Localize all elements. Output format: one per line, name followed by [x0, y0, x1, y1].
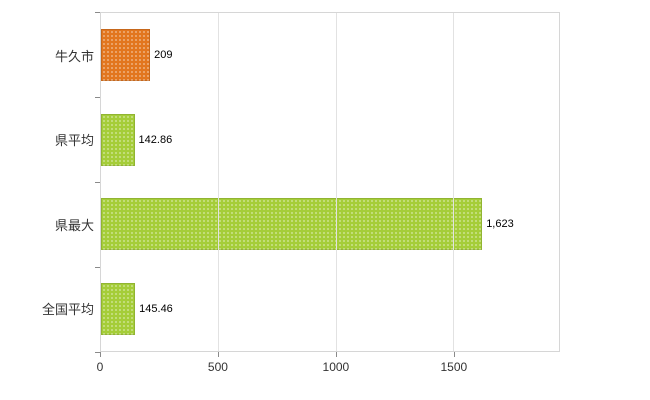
gridline: [218, 13, 220, 351]
y-axis-tick: [95, 97, 100, 98]
bar-row: 県平均 142.86: [55, 113, 559, 166]
category-label: 牛久市: [54, 48, 94, 64]
bar: [101, 29, 151, 82]
y-axis-tick: [95, 12, 100, 13]
value-label: 142.86: [138, 133, 173, 146]
y-axis-tick: [95, 352, 100, 353]
x-axis-tick: [335, 352, 337, 357]
x-axis-tick: [100, 352, 101, 357]
gridline: [335, 13, 337, 351]
bar: [101, 282, 136, 335]
category-label: 県平均: [54, 133, 94, 149]
value-label: 145.46: [139, 302, 173, 315]
y-axis-tick: [95, 267, 100, 268]
bar-row: 県最大 1,623: [55, 198, 559, 251]
x-axis-tick-label: 1500: [440, 360, 468, 374]
x-axis-tick-label: 1000: [322, 360, 350, 374]
plot-area: 牛久市 209 県平均 142.86 県最大 1,623 全国平均 145.46: [42, 12, 560, 352]
category-label: 全国平均: [41, 302, 94, 318]
y-axis-tick: [95, 182, 100, 183]
x-axis-tick-label: 0: [96, 360, 104, 374]
gridline: [453, 13, 455, 351]
value-label: 1,623: [486, 218, 514, 231]
x-axis-tick: [217, 352, 219, 357]
bar: [101, 198, 483, 251]
x-axis-tick: [453, 352, 455, 357]
bar-row: 全国平均 145.46: [42, 282, 559, 335]
value-label: 209: [154, 49, 173, 62]
bar-rows: 牛久市 209 県平均 142.86 県最大 1,623 全国平均 145.46: [42, 13, 559, 351]
category-label: 県最大: [54, 217, 94, 233]
x-axis-tick-label: 500: [207, 360, 228, 374]
bar-row: 牛久市 209: [55, 29, 559, 82]
bar: [101, 113, 135, 166]
